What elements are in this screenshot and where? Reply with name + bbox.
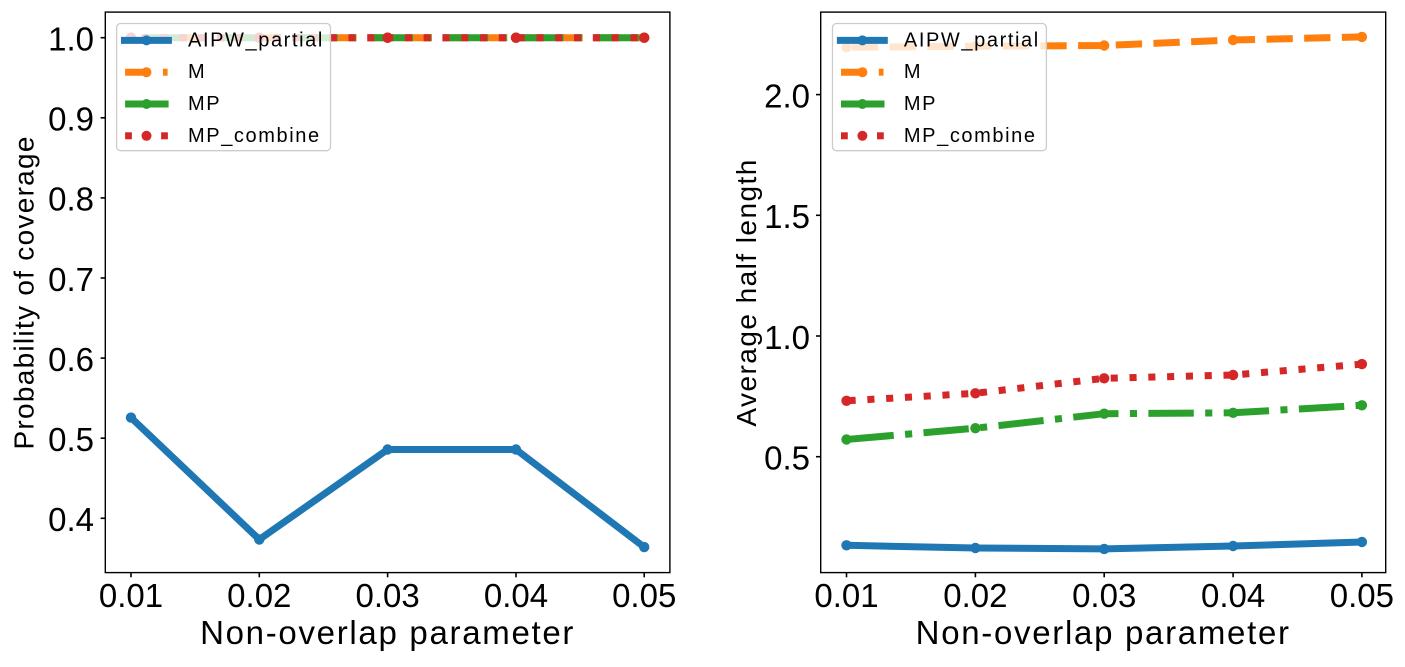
svg-text:AIPW_partial: AIPW_partial (904, 29, 1040, 51)
svg-text:2.0: 2.0 (764, 77, 810, 114)
svg-text:0.04: 0.04 (484, 577, 548, 614)
svg-text:Probability of coverage: Probability of coverage (9, 135, 40, 449)
svg-text:0.01: 0.01 (99, 577, 163, 614)
svg-text:0.02: 0.02 (227, 577, 291, 614)
svg-text:0.04: 0.04 (1201, 577, 1265, 614)
svg-text:Non-overlap parameter: Non-overlap parameter (200, 614, 575, 651)
svg-text:0.05: 0.05 (1330, 577, 1394, 614)
svg-text:0.4: 0.4 (48, 501, 94, 538)
svg-text:0.6: 0.6 (48, 341, 94, 378)
svg-text:AIPW_partial: AIPW_partial (188, 29, 324, 51)
svg-text:1.0: 1.0 (48, 21, 94, 58)
svg-text:0.9: 0.9 (48, 101, 94, 138)
svg-text:Non-overlap parameter: Non-overlap parameter (916, 614, 1291, 651)
svg-text:MP: MP (188, 93, 221, 115)
svg-text:0.05: 0.05 (612, 577, 676, 614)
svg-text:MP: MP (904, 93, 937, 115)
svg-text:0.02: 0.02 (943, 577, 1007, 614)
svg-text:0.8: 0.8 (48, 181, 94, 218)
svg-text:0.5: 0.5 (764, 440, 810, 477)
svg-text:1.5: 1.5 (764, 198, 810, 235)
svg-text:MP_combine: MP_combine (188, 125, 321, 147)
svg-text:M: M (188, 61, 206, 83)
svg-text:M: M (904, 61, 922, 83)
svg-text:0.5: 0.5 (48, 421, 94, 458)
svg-text:1.0: 1.0 (764, 319, 810, 356)
svg-text:0.01: 0.01 (814, 577, 878, 614)
svg-text:MP_combine: MP_combine (904, 125, 1037, 147)
svg-text:0.03: 0.03 (355, 577, 419, 614)
svg-text:Average half length: Average half length (731, 158, 762, 426)
svg-text:0.03: 0.03 (1072, 577, 1136, 614)
svg-text:0.7: 0.7 (48, 261, 94, 298)
